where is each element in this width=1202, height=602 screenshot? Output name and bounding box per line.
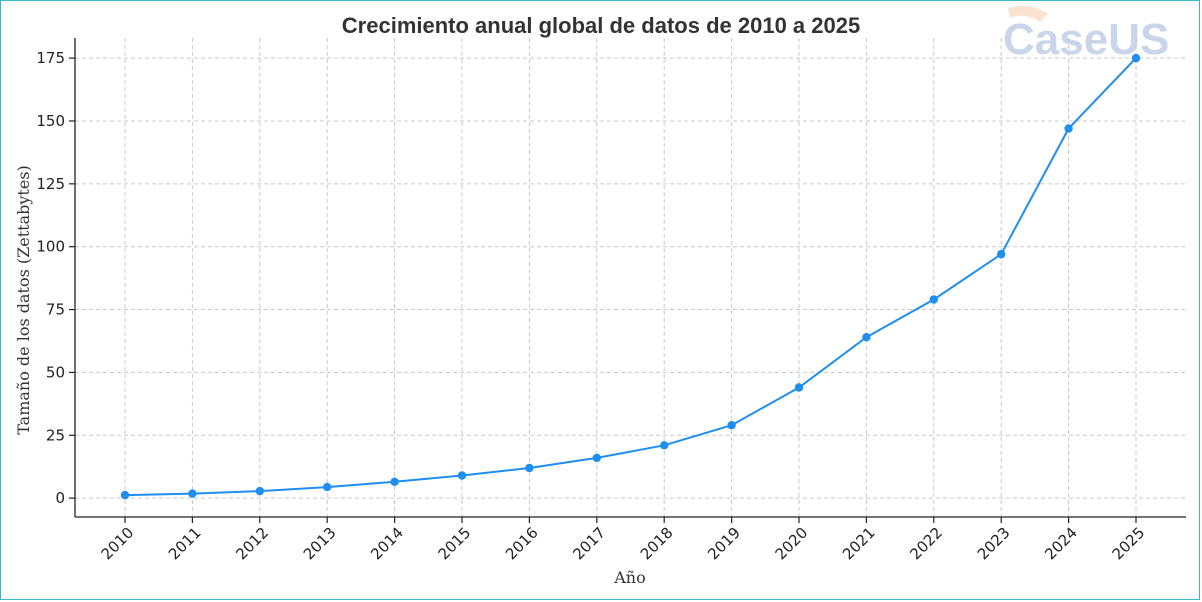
y-tick-label: 100	[36, 238, 65, 256]
data-point	[1131, 53, 1141, 63]
y-tick-label: 0	[55, 489, 65, 507]
y-tick-label: 175	[36, 49, 65, 67]
x-axis-ticks: 2010 2011 2012 2013 2014 2015 2016 2017 2018 2019…	[98, 517, 1149, 564]
data-point	[660, 441, 669, 450]
data-point	[592, 453, 601, 463]
logo-swoosh	[1008, 6, 1048, 22]
y-axis-label: Tamaño de los datos (Zettabytes)	[14, 165, 33, 435]
y-tick-label: 75	[46, 301, 65, 319]
data-point	[862, 333, 871, 342]
grid-lines	[75, 38, 1186, 517]
data-point	[120, 490, 130, 500]
data-point	[323, 482, 332, 492]
x-tick-label: 2022	[906, 524, 946, 564]
x-tick-label: 2017	[569, 524, 609, 564]
x-tick-label: 2011	[165, 524, 205, 564]
data-series	[120, 53, 1141, 500]
data-point	[929, 295, 938, 304]
axes	[74, 38, 1186, 518]
x-axis-label: Año	[613, 568, 646, 587]
watermark-text: CaseUS	[1003, 15, 1169, 64]
x-tick-label: 2019	[704, 524, 744, 564]
y-tick-label: 50	[46, 363, 65, 381]
series-line	[124, 57, 1137, 497]
data-point	[727, 421, 736, 430]
data-point	[997, 250, 1006, 259]
y-axis-ticks: 0 25 50 75 100 125 150 175	[36, 49, 75, 507]
x-tick-label: 2021	[839, 524, 879, 564]
data-point	[188, 489, 197, 498]
x-tick-label: 2025	[1109, 524, 1149, 564]
y-tick-label: 150	[36, 112, 65, 130]
x-tick-label: 2013	[300, 524, 340, 564]
x-tick-label: 2016	[502, 524, 542, 564]
x-tick-label: 2018	[637, 524, 677, 564]
x-tick-label: 2020	[772, 524, 812, 564]
x-tick-label: 2015	[435, 524, 475, 564]
data-point	[390, 477, 399, 486]
x-tick-label: 2010	[98, 524, 138, 564]
watermark-logo: CaseUS	[1003, 6, 1169, 64]
y-tick-label: 125	[36, 175, 65, 193]
x-tick-label: 2023	[974, 524, 1014, 564]
data-point	[525, 463, 534, 473]
data-point	[457, 471, 467, 480]
x-tick-label: 2012	[232, 524, 272, 564]
data-point	[794, 383, 804, 392]
y-tick-label: 25	[46, 426, 65, 444]
chart-title: Crecimiento anual global de datos de 201…	[342, 13, 860, 38]
x-tick-label: 2024	[1041, 524, 1081, 564]
data-point	[1064, 124, 1073, 133]
data-point	[255, 486, 264, 496]
x-tick-label: 2014	[367, 524, 407, 564]
